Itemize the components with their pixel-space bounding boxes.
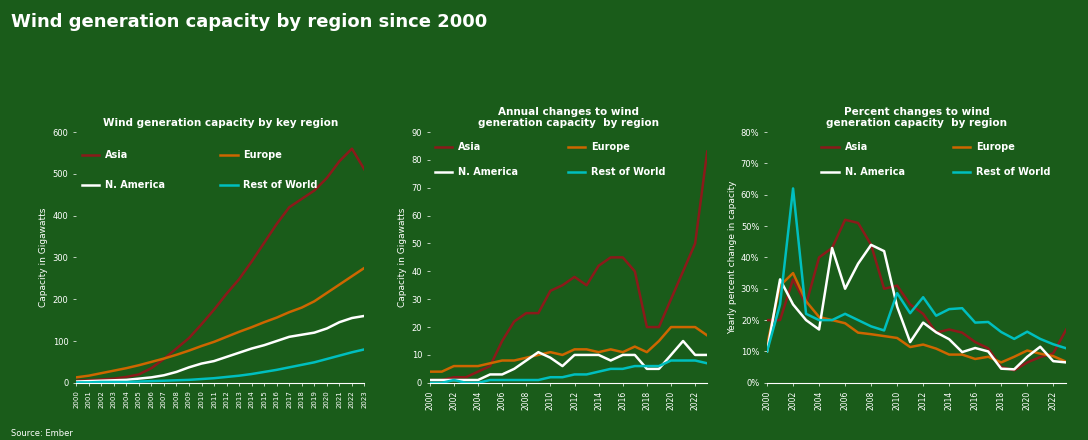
Text: Asia: Asia bbox=[106, 150, 128, 160]
Text: Rest of World: Rest of World bbox=[977, 167, 1051, 177]
Text: Wind generation capacity by region since 2000: Wind generation capacity by region since… bbox=[11, 13, 487, 31]
Text: Asia: Asia bbox=[457, 142, 481, 152]
Y-axis label: Capacity in Gigawatts: Capacity in Gigawatts bbox=[39, 208, 49, 307]
Text: Europe: Europe bbox=[591, 142, 630, 152]
Text: N. America: N. America bbox=[106, 180, 165, 190]
Text: Source: Ember: Source: Ember bbox=[11, 429, 73, 438]
Text: Rest of World: Rest of World bbox=[244, 180, 318, 190]
Y-axis label: Capacity in Gigawatts: Capacity in Gigawatts bbox=[398, 208, 407, 307]
Text: Europe: Europe bbox=[977, 142, 1015, 152]
Text: N. America: N. America bbox=[844, 167, 905, 177]
Text: Rest of World: Rest of World bbox=[591, 167, 665, 177]
Title: Annual changes to wind
generation capacity  by region: Annual changes to wind generation capaci… bbox=[478, 107, 659, 128]
Text: Asia: Asia bbox=[844, 142, 868, 152]
Text: N. America: N. America bbox=[457, 167, 518, 177]
Y-axis label: Yearly percent change in capacity: Yearly percent change in capacity bbox=[728, 181, 737, 334]
Title: Percent changes to wind
generation capacity  by region: Percent changes to wind generation capac… bbox=[826, 107, 1007, 128]
Title: Wind generation capacity by key region: Wind generation capacity by key region bbox=[102, 118, 338, 128]
Text: Europe: Europe bbox=[244, 150, 282, 160]
